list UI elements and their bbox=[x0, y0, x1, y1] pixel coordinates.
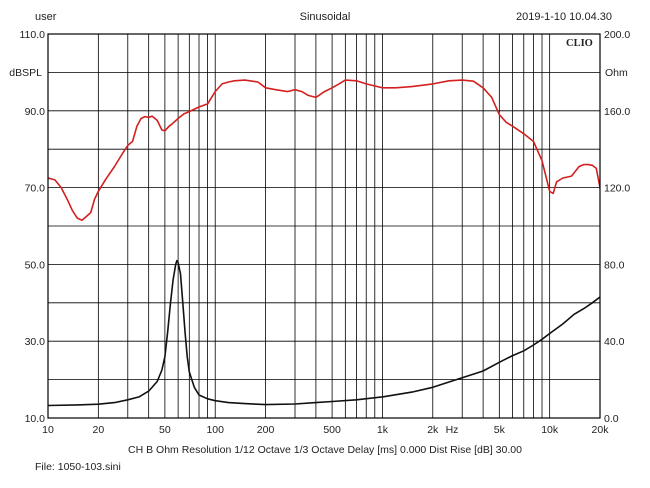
y-left-tick-label: 90.0 bbox=[25, 106, 46, 118]
x-tick-label: 100 bbox=[206, 424, 224, 436]
y-right-tick-label: 120.0 bbox=[604, 183, 630, 195]
tick-labels: 10 20 50 100 200 500 1k 2k 5k 10k 20k 10.0 30.0 50.0 7… bbox=[20, 29, 631, 436]
x-tick-label: 500 bbox=[323, 424, 341, 436]
series-line-spl bbox=[48, 79, 600, 221]
y-right-tick-label: 0.0 bbox=[604, 413, 619, 425]
x-tick-label: 5k bbox=[494, 424, 506, 436]
y-left-tick-label: 30.0 bbox=[25, 336, 46, 348]
x-tick-label: 20 bbox=[92, 424, 104, 436]
y-left-tick-label: 70.0 bbox=[25, 183, 46, 195]
measurement-settings: CH B Ohm Resolution 1/12 Octave 1/3 Octa… bbox=[128, 444, 522, 456]
user-label: user bbox=[35, 11, 57, 23]
series-lines bbox=[48, 79, 600, 407]
x-tick-label: 20k bbox=[592, 424, 610, 436]
brand-label: CLIO bbox=[566, 38, 593, 49]
x-tick-label: 200 bbox=[257, 424, 275, 436]
grid bbox=[48, 34, 600, 418]
y-right-tick-label: 160.0 bbox=[604, 106, 630, 118]
y-right-tick-label: 80.0 bbox=[604, 259, 625, 271]
series-line-impedance bbox=[48, 259, 600, 407]
y-left-tick-label: 110.0 bbox=[20, 29, 46, 41]
x-unit-label: Hz bbox=[446, 424, 459, 436]
y-right-unit-label: Ohm bbox=[605, 67, 628, 79]
x-tick-label: 10 bbox=[42, 424, 54, 436]
y-left-tick-label: 50.0 bbox=[25, 259, 46, 271]
measurement-mode: Sinusoidal bbox=[299, 11, 351, 23]
y-left-unit-label: dBSPL bbox=[9, 67, 42, 79]
plot-frame bbox=[47, 33, 601, 419]
x-tick-label: 10k bbox=[541, 424, 559, 436]
timestamp: 2019-1-10 10.04.30 bbox=[515, 11, 612, 23]
y-left-tick-label: 10.0 bbox=[25, 413, 46, 425]
y-right-tick-label: 40.0 bbox=[604, 336, 625, 348]
file-name: File: 1050-103.sini bbox=[35, 461, 121, 473]
x-tick-label: 2k bbox=[427, 424, 439, 436]
x-tick-label: 1k bbox=[377, 424, 389, 436]
y-right-tick-label: 200.0 bbox=[604, 29, 630, 41]
x-tick-label: 50 bbox=[159, 424, 171, 436]
